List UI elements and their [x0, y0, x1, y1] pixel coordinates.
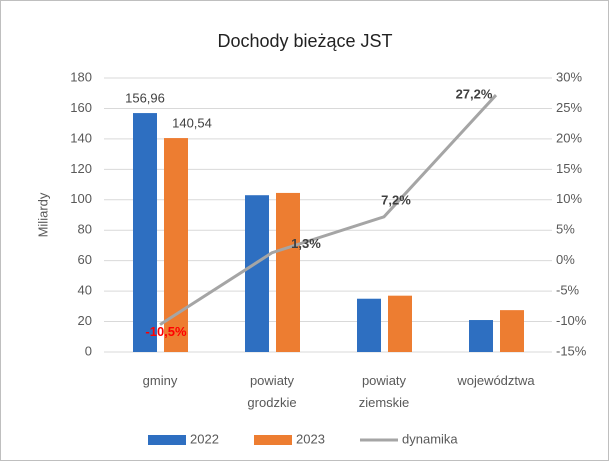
x-tick-label: województwa — [456, 373, 535, 388]
y2-tick-label: 30% — [556, 69, 582, 84]
y2-tick-label: 25% — [556, 100, 582, 115]
y2-tick-label: 5% — [556, 222, 575, 237]
x-tick-label-line: ziemskie — [359, 395, 410, 410]
x-tick-label-line: powiaty — [362, 373, 407, 388]
y-tick-label: 40 — [78, 283, 92, 298]
legend-label: 2022 — [190, 431, 219, 446]
bar — [164, 138, 188, 352]
y2-tick-label: -15% — [556, 343, 587, 358]
bar — [469, 320, 493, 352]
y-tick-label: 80 — [78, 222, 92, 237]
y-tick-label: 120 — [70, 161, 92, 176]
bar — [357, 298, 381, 352]
bar-data-label: 140,54 — [172, 116, 212, 131]
y-tick-label: 0 — [85, 343, 92, 358]
x-tick-label-line: województwa — [456, 373, 535, 388]
y2-tick-label: -5% — [556, 283, 580, 298]
bar — [276, 192, 300, 352]
x-tick-label-line: grodzkie — [247, 395, 296, 410]
y2-tick-label: 0% — [556, 252, 575, 267]
y2-tick-label: 20% — [556, 130, 582, 145]
legend-swatch — [148, 435, 186, 445]
y-tick-label: 140 — [70, 130, 92, 145]
y2-tick-label: 10% — [556, 191, 582, 206]
line-data-label: 1,3% — [291, 236, 321, 251]
x-tick-label-line: powiaty — [250, 373, 295, 388]
bar — [245, 195, 269, 352]
legend-label: dynamika — [402, 431, 458, 446]
line-data-label: 27,2% — [456, 86, 493, 101]
bar — [388, 295, 412, 352]
y-tick-label: 180 — [70, 69, 92, 84]
y-tick-label: 100 — [70, 191, 92, 206]
bar-data-label: 156,96 — [125, 91, 165, 106]
bar — [500, 310, 524, 352]
legend-label: 2023 — [296, 431, 325, 446]
y-tick-label: 160 — [70, 100, 92, 115]
line-data-label: 7,2% — [381, 192, 411, 207]
x-tick-label: powiaty ziemskie — [359, 373, 410, 410]
x-tick-label: powiaty grodzkie — [247, 373, 296, 410]
x-tick-label: gminy — [143, 373, 178, 388]
y-axis-label: Miliardy — [35, 192, 50, 237]
chart-title: Dochody bieżące JST — [217, 31, 392, 51]
y-tick-label: 20 — [78, 313, 92, 328]
y-tick-label: 60 — [78, 252, 92, 267]
legend-swatch — [254, 435, 292, 445]
line-data-label: -10,5% — [145, 324, 187, 339]
y2-tick-label: 15% — [556, 161, 582, 176]
line — [159, 94, 498, 326]
bar — [133, 113, 157, 353]
y2-tick-label: -10% — [556, 313, 587, 328]
x-tick-label-line: gminy — [143, 373, 178, 388]
